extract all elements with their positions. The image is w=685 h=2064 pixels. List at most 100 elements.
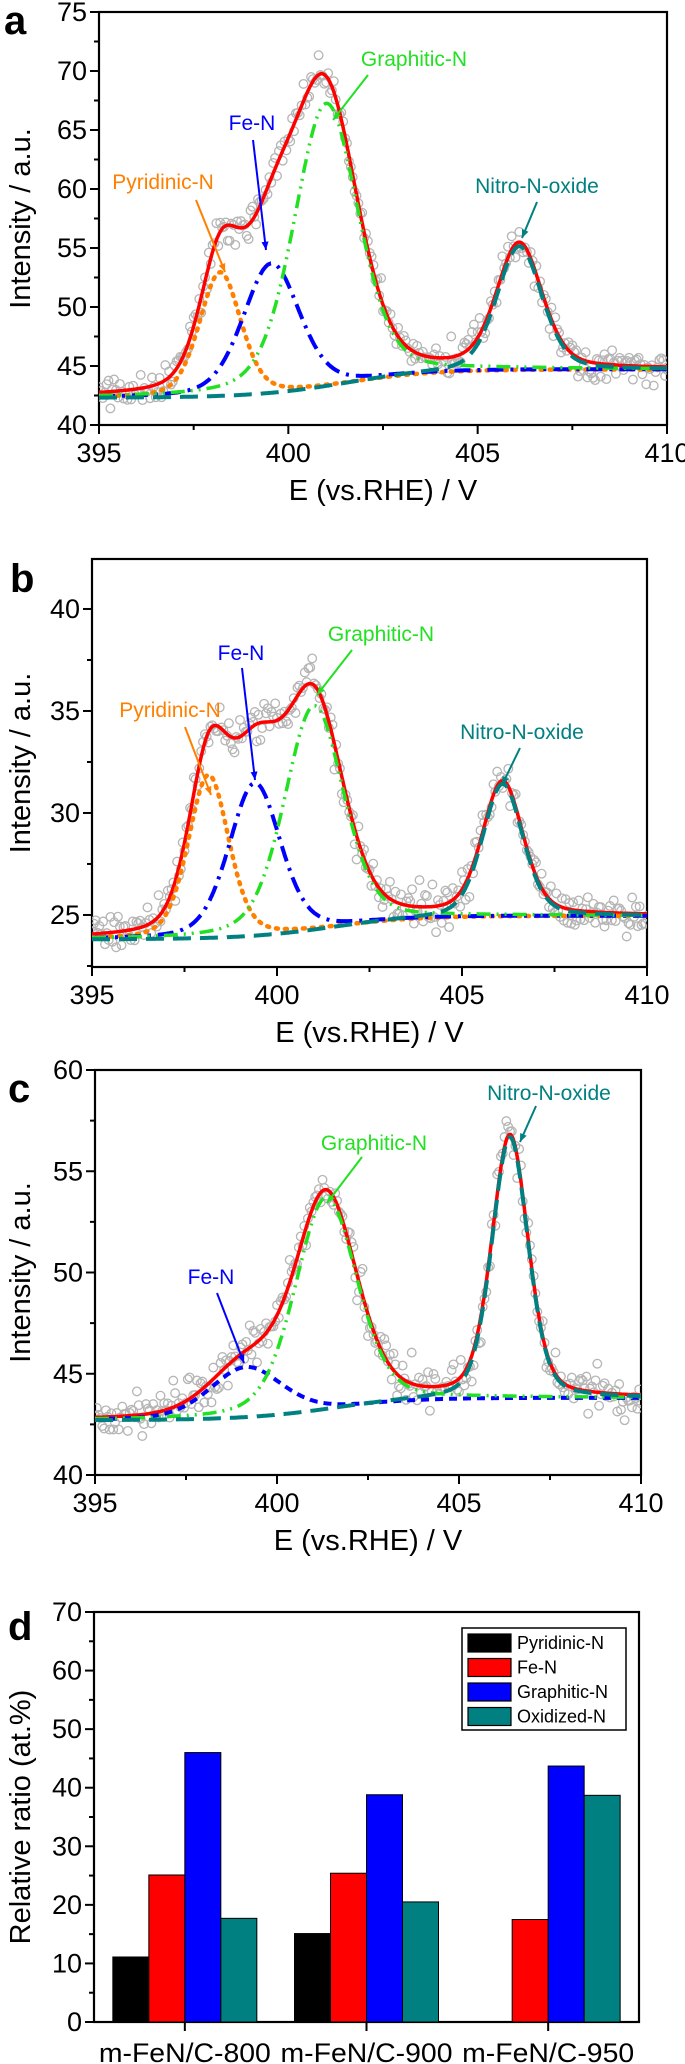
- annotation-label: Nitro-N-oxide: [475, 175, 599, 198]
- data-point: [455, 1354, 466, 1365]
- data-point: [386, 1374, 397, 1385]
- data-point: [574, 1376, 585, 1387]
- data-point: [468, 319, 479, 330]
- data-point: [446, 331, 457, 342]
- data-point: [551, 888, 562, 899]
- y-tick-label: 70: [52, 1597, 82, 1627]
- data-point: [266, 706, 277, 717]
- arrowhead-icon: [327, 1194, 335, 1203]
- data-point: [168, 1375, 179, 1386]
- annotation-graphitic-n: Graphitic-N: [316, 623, 434, 696]
- annotation-fe-n: Fe-N: [229, 112, 275, 251]
- data-point: [249, 211, 260, 222]
- data-point: [510, 252, 521, 263]
- data-point: [105, 403, 116, 414]
- data-point: [619, 1415, 630, 1426]
- data-point: [206, 1397, 217, 1408]
- data-point: [641, 379, 652, 390]
- data-point: [159, 1398, 170, 1409]
- x-tick-label: m-FeN/C-950: [462, 2038, 634, 2064]
- data-point: [428, 1369, 439, 1379]
- data-point: [135, 915, 146, 926]
- y-tick-label: 30: [52, 1831, 82, 1861]
- data-point: [142, 902, 153, 913]
- arrowhead-icon: [317, 686, 325, 695]
- component-line-nitro-n-oxide: [95, 1135, 641, 1422]
- data-point: [220, 735, 231, 746]
- data-point: [573, 895, 584, 906]
- data-point: [395, 1383, 406, 1394]
- data-point: [556, 893, 567, 904]
- data-point: [167, 376, 178, 387]
- data-point: [658, 355, 667, 366]
- data-point: [253, 709, 264, 720]
- data-point: [319, 78, 330, 89]
- y-tick-label: 60: [53, 1055, 83, 1085]
- data-point: [103, 375, 114, 386]
- data-point: [153, 890, 164, 901]
- data-point: [627, 374, 638, 385]
- data-point: [113, 1424, 124, 1435]
- annotation-label: Fe-N: [188, 1266, 235, 1289]
- data-point: [225, 738, 236, 749]
- data-point: [281, 716, 292, 727]
- data-point: [388, 1348, 399, 1359]
- data-point: [455, 901, 466, 912]
- arrowhead-icon: [204, 786, 212, 795]
- data-point: [270, 698, 281, 709]
- annotation-label: Pyridinic-N: [112, 171, 214, 194]
- x-tick-label: 410: [644, 438, 685, 468]
- data-point: [262, 1338, 273, 1349]
- data-point: [222, 1380, 233, 1391]
- component-line-graphitic-n: [92, 703, 647, 940]
- data-point: [137, 1431, 148, 1441]
- data-point: [381, 1340, 392, 1351]
- data-point: [660, 370, 667, 381]
- y-tick-label: 70: [57, 56, 87, 86]
- data-point: [599, 921, 610, 932]
- y-tick-label: 50: [57, 292, 87, 322]
- data-point: [376, 273, 387, 284]
- x-tick-label: 395: [69, 980, 114, 1010]
- data-point: [588, 372, 599, 383]
- fit-envelope-line: [99, 72, 667, 395]
- annotation-label: Graphitic-N: [328, 623, 434, 646]
- panel-d: 0 10 20 30 40 50 60 70 Relative ratio (at.%) d m-F…: [5, 1597, 641, 2064]
- x-tick-label: 410: [624, 980, 669, 1010]
- data-point: [235, 714, 245, 725]
- bar-graphitic-n: [366, 1794, 403, 2023]
- plot-area: [99, 50, 667, 414]
- bar-fe-n: [511, 1919, 549, 2023]
- component-line-pyridinic-n: [92, 772, 647, 940]
- data-point: [122, 1425, 133, 1436]
- data-point: [248, 1325, 259, 1336]
- data-point: [648, 380, 659, 391]
- panel-letter: c: [8, 1067, 30, 1111]
- data-point: [431, 927, 442, 938]
- data-point: [109, 374, 120, 385]
- x-tick-label: m-FeN/C-900: [281, 2038, 453, 2064]
- data-point: [390, 886, 401, 897]
- y-tick-label: 30: [50, 798, 80, 828]
- bar-fe-n: [330, 1872, 367, 2023]
- data-point: [431, 343, 441, 354]
- data-point: [255, 735, 266, 745]
- bar-oxidized-n: [583, 1794, 621, 2023]
- y-tick-label: 40: [57, 410, 87, 440]
- data-point: [290, 708, 301, 718]
- x-tick-label: 400: [254, 980, 299, 1010]
- data-point: [607, 345, 618, 356]
- data-point: [442, 887, 453, 898]
- y-tick-label: 75: [57, 0, 87, 27]
- data-point: [625, 919, 636, 930]
- data-point: [195, 1378, 206, 1389]
- data-point: [421, 891, 432, 901]
- x-axis-label: E (vs.RHE) / V: [275, 1017, 464, 1049]
- data-point: [634, 901, 645, 912]
- data-point: [317, 1174, 328, 1185]
- data-point: [193, 1402, 204, 1413]
- plot-area: [92, 653, 647, 953]
- data-point: [580, 347, 591, 358]
- bar-oxidized-n: [402, 1901, 439, 2023]
- data-point: [305, 662, 316, 673]
